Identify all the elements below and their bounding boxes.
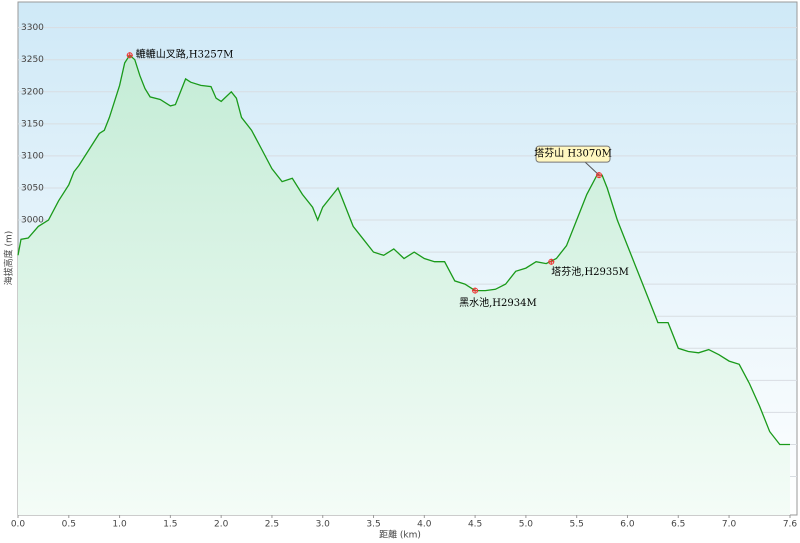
x-tick-label: 7.0 bbox=[722, 520, 737, 530]
y-tick-label: 3150 bbox=[21, 119, 44, 129]
elevation-line bbox=[17, 54, 790, 446]
y-tick-label: 3050 bbox=[21, 183, 44, 193]
x-tick-label: 3.5 bbox=[366, 520, 380, 530]
marker-cross bbox=[548, 258, 555, 265]
y-tick-label: 3000 bbox=[21, 216, 44, 226]
x-tick-label: 4.5 bbox=[468, 520, 482, 530]
x-tick-label: 2.0 bbox=[214, 520, 229, 530]
y-tick-label: 3250 bbox=[21, 55, 44, 65]
x-axis-label: 距離 (km) bbox=[379, 529, 421, 541]
annotation-marker bbox=[596, 172, 603, 179]
x-tick-label: 6.0 bbox=[620, 520, 635, 530]
annotation: 黑水池,H2934M bbox=[459, 296, 537, 309]
marker-cross bbox=[126, 52, 133, 59]
y-tick-label: 3200 bbox=[21, 87, 44, 97]
annotation: 塔芬山 H3070M bbox=[534, 147, 612, 160]
x-tick-label: 5.5 bbox=[570, 520, 584, 530]
x-tick-label: 3.0 bbox=[316, 520, 331, 530]
x-tick-label: 0.5 bbox=[62, 520, 76, 530]
annotation-marker bbox=[126, 52, 133, 59]
x-tick-label: 0.0 bbox=[11, 520, 26, 530]
annotation-marker bbox=[472, 287, 479, 294]
x-tick-label: 7.6 bbox=[783, 520, 798, 530]
area-fill bbox=[18, 55, 790, 515]
x-tick-label: 5.0 bbox=[519, 520, 534, 530]
y-tick-label: 3300 bbox=[21, 23, 44, 33]
marker-cross bbox=[596, 172, 603, 179]
annotation-marker bbox=[548, 258, 555, 265]
marker-cross bbox=[472, 287, 479, 294]
y-tick-label: 3100 bbox=[21, 151, 44, 161]
annotation: 轆轆山叉路,H3257M bbox=[136, 48, 234, 61]
callout-box bbox=[535, 145, 611, 163]
y-axis-label: 海拔高度 (m) bbox=[3, 231, 15, 286]
x-tick-label: 1.0 bbox=[112, 520, 127, 530]
annotation: 塔芬池,H2935M bbox=[551, 265, 629, 278]
x-tick-label: 4.0 bbox=[417, 520, 432, 530]
x-tick-label: 1.5 bbox=[163, 520, 177, 530]
x-tick-label: 6.5 bbox=[671, 520, 685, 530]
x-tick-label: 2.5 bbox=[265, 520, 279, 530]
